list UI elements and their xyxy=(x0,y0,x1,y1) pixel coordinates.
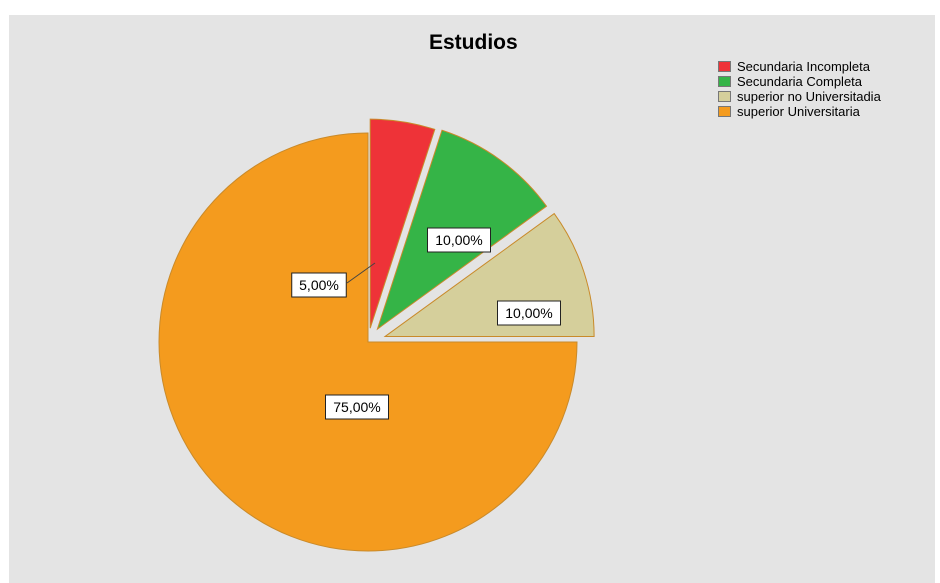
chart-panel: Estudios 5,00% 10,00% 10,00% 75,00% Secunda… xyxy=(9,15,935,583)
data-label-2: 10,00% xyxy=(427,227,491,253)
legend-label: Secundaria Incompleta xyxy=(737,59,870,74)
legend-label: Secundaria Completa xyxy=(737,74,863,89)
svg-text:10,00%: 10,00% xyxy=(505,305,552,321)
legend-swatch xyxy=(718,91,731,102)
legend-swatch xyxy=(718,76,731,87)
legend-item: superior Universitaria xyxy=(718,104,881,119)
label-leader-line xyxy=(346,262,376,284)
data-label-1: 5,00% xyxy=(291,272,347,298)
data-label-4: 75,00% xyxy=(325,394,389,420)
legend-item: Secundaria Completa xyxy=(718,74,881,89)
svg-text:75,00%: 75,00% xyxy=(333,399,380,415)
legend-label: superior Universitaria xyxy=(737,104,860,119)
data-label-3: 10,00% xyxy=(497,300,561,326)
legend: Secundaria Incompleta Secundaria Completa… xyxy=(718,59,881,119)
pie-chart: 5,00% 10,00% 10,00% 75,00% xyxy=(158,118,595,552)
svg-text:5,00%: 5,00% xyxy=(299,277,339,293)
legend-item: superior no Universitadia xyxy=(718,89,881,104)
legend-item: Secundaria Incompleta xyxy=(718,59,881,74)
legend-swatch xyxy=(718,106,731,117)
legend-swatch xyxy=(718,61,731,72)
legend-label: superior no Universitadia xyxy=(737,89,881,104)
pie-slice-superior-universitaria xyxy=(158,132,578,552)
pie-slice-secundaria-incompleta xyxy=(369,118,436,329)
svg-text:10,00%: 10,00% xyxy=(435,232,482,248)
